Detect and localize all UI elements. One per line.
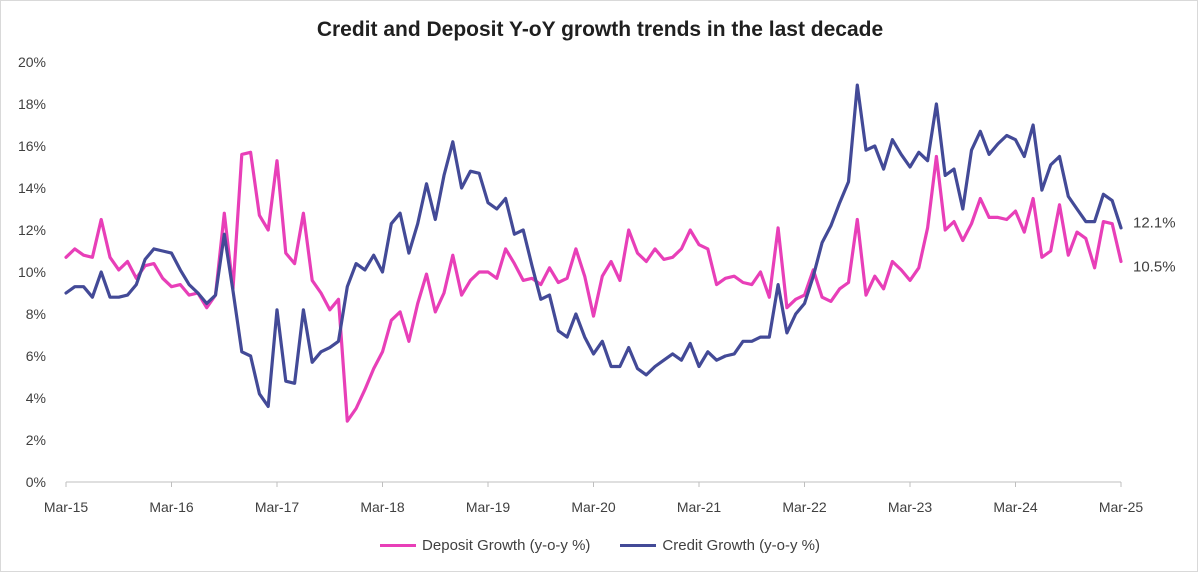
legend-swatch-deposit: [380, 544, 417, 547]
legend-swatch-credit: [620, 544, 657, 547]
y-tick-label: 14%: [18, 180, 46, 196]
x-tick-label: Mar-15: [44, 499, 89, 515]
chart-title: Credit and Deposit Y-oY growth trends in…: [316, 18, 884, 41]
y-tick-label: 12%: [18, 222, 46, 238]
y-tick-label: 2%: [26, 432, 46, 448]
y-tick-label: 16%: [18, 138, 46, 154]
y-tick-label: 0%: [26, 474, 46, 490]
legend: Deposit Growth (y-o-y %) Credit Growth (…: [0, 537, 1200, 554]
y-tick-label: 8%: [26, 306, 46, 322]
x-tick-label: Mar-21: [677, 499, 722, 515]
end-label-0: 10.5%: [1133, 259, 1176, 276]
x-tick-label: Mar-23: [888, 499, 933, 515]
x-tick-label: Mar-24: [993, 499, 1038, 515]
x-tick-label: Mar-16: [149, 499, 194, 515]
end-labels: 10.5% 12.1%: [1133, 215, 1176, 276]
y-tick-label: 6%: [26, 348, 46, 364]
y-tick-label: 4%: [26, 390, 46, 406]
x-tick-label: Mar-25: [1099, 499, 1144, 515]
legend-item-deposit: Deposit Growth (y-o-y %): [380, 537, 590, 554]
y-axis: 0% 2% 4% 6% 8% 10% 12% 14% 16% 18% 20%: [18, 54, 46, 490]
series-line-1: [64, 83, 1123, 408]
x-tick-label: Mar-20: [571, 499, 616, 515]
y-tick-label: 18%: [18, 96, 46, 112]
y-tick-label: 20%: [18, 54, 46, 70]
legend-label-deposit: Deposit Growth (y-o-y %): [422, 537, 591, 554]
legend-item-credit: Credit Growth (y-o-y %): [620, 537, 820, 554]
x-tick-label: Mar-22: [782, 499, 827, 515]
x-tick-label: Mar-17: [255, 499, 300, 515]
legend-label-credit: Credit Growth (y-o-y %): [662, 537, 820, 554]
x-tick-label: Mar-18: [360, 499, 405, 515]
series-line-0: [64, 150, 1123, 423]
x-tick-label: Mar-19: [466, 499, 511, 515]
x-axis: Mar-15 Mar-16 Mar-17 Mar-18 Mar-19 Mar-20 Mar-…: [44, 481, 1144, 515]
y-tick-label: 10%: [18, 264, 46, 280]
series-lines: [64, 83, 1123, 423]
end-label-1: 12.1%: [1133, 215, 1176, 232]
